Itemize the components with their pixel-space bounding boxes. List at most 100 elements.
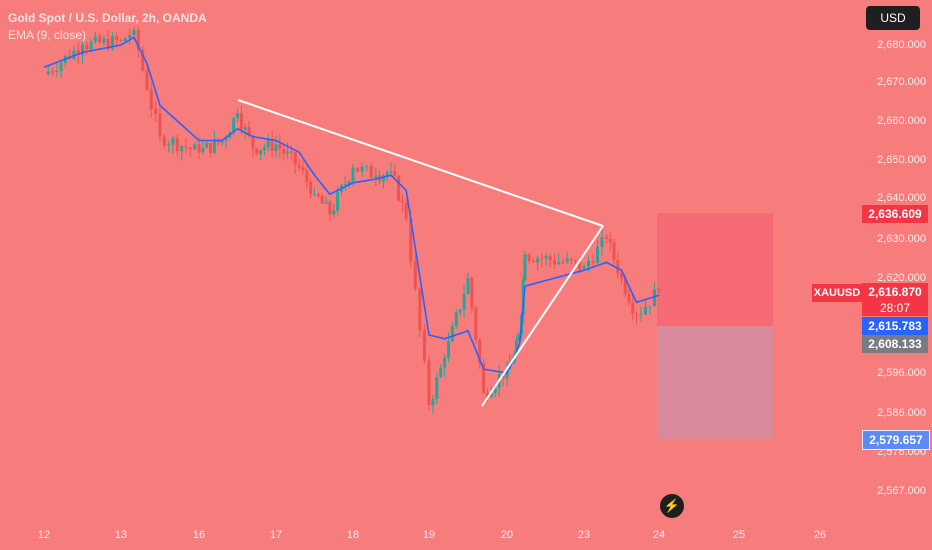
candle-body xyxy=(591,260,595,263)
candle-body xyxy=(251,136,255,149)
candle-body xyxy=(175,138,179,152)
candle-body xyxy=(76,50,80,55)
candle-body xyxy=(93,36,97,42)
candle-body xyxy=(531,260,535,263)
candle-body xyxy=(385,172,389,176)
candle-body xyxy=(51,71,55,73)
candle-body xyxy=(369,166,373,178)
time-axis-label: 24 xyxy=(652,529,666,541)
candle-body xyxy=(422,330,426,361)
candle-body xyxy=(523,254,527,281)
candle-body xyxy=(128,34,132,39)
candle-body xyxy=(239,113,243,130)
time-axis-label: 18 xyxy=(346,529,360,541)
candle-body xyxy=(381,175,385,182)
candle-body xyxy=(582,266,586,269)
candle-body xyxy=(115,36,119,41)
candle-body xyxy=(540,258,544,260)
candle-body xyxy=(544,256,548,259)
candle-body xyxy=(255,148,259,155)
candle-body xyxy=(220,140,224,143)
candle-body xyxy=(197,144,201,153)
candle-body xyxy=(458,309,462,313)
candle-body xyxy=(596,246,599,263)
price-axis-label: 2,640.000 xyxy=(877,192,926,204)
candle-body xyxy=(89,41,93,50)
candle-body xyxy=(644,306,647,315)
price-axis-label: 2,586.000 xyxy=(877,407,926,419)
candle-body xyxy=(578,260,582,269)
time-axis-label: 23 xyxy=(577,529,591,541)
candle-body xyxy=(454,312,458,327)
candle-body xyxy=(209,143,213,153)
candle-body xyxy=(443,357,447,368)
candle-body xyxy=(409,218,413,262)
price-axis-label: 2,630.000 xyxy=(877,233,926,245)
candle-body xyxy=(447,341,450,358)
candle-body xyxy=(59,62,63,71)
candle-body xyxy=(270,139,274,151)
candle-body xyxy=(474,308,478,340)
candle-body xyxy=(324,201,328,204)
time-axis-label: 13 xyxy=(114,529,128,541)
candle-body xyxy=(627,293,631,303)
candle-body xyxy=(435,377,439,400)
candle-body xyxy=(162,136,166,146)
target-zone xyxy=(657,213,773,326)
time-axis-label: 25 xyxy=(732,529,746,541)
candle-body xyxy=(293,152,297,165)
candle-body xyxy=(565,258,569,263)
price-axis-label: 2,620.000 xyxy=(877,272,926,284)
candle-body xyxy=(106,38,110,49)
candle-body xyxy=(259,150,263,155)
candle-body xyxy=(527,254,531,261)
candle-body xyxy=(639,314,643,316)
candle-body xyxy=(620,273,623,278)
ema-price-tag: 2,615.783 xyxy=(862,317,928,335)
candle-body xyxy=(145,70,149,90)
currency-button[interactable]: USD xyxy=(866,6,920,30)
candle-body xyxy=(171,138,175,145)
candle-body xyxy=(462,294,466,310)
candle-body xyxy=(612,242,616,260)
candle-body xyxy=(286,151,290,154)
candle-body xyxy=(158,113,162,137)
time-axis-label: 17 xyxy=(269,529,283,541)
candle-body xyxy=(343,184,347,186)
chart-legend: Gold Spot / U.S. Dollar, 2h, OANDA EMA (… xyxy=(8,10,207,44)
price-axis-label: 2,567.000 xyxy=(877,485,926,497)
candle-body xyxy=(605,237,608,239)
candle-body xyxy=(561,261,565,263)
candle-body xyxy=(631,302,635,314)
candle-body xyxy=(119,40,123,42)
price-axis-label: 2,670.000 xyxy=(877,76,926,88)
candle-body xyxy=(648,306,652,308)
stop-price-tag: 2,579.657 xyxy=(862,430,930,450)
candle-body xyxy=(224,137,228,141)
time-axis-label: 19 xyxy=(422,529,436,541)
price-axis-label: 2,660.000 xyxy=(877,115,926,127)
candle-body xyxy=(320,196,324,204)
candle-body xyxy=(154,108,158,114)
candle-body xyxy=(205,143,209,148)
candle-body xyxy=(653,289,656,307)
candle-body xyxy=(478,339,482,364)
candle-body xyxy=(266,139,270,148)
candle-body xyxy=(600,237,604,247)
candle-body xyxy=(427,360,431,405)
candle-body xyxy=(493,387,497,393)
candle-body xyxy=(247,127,251,137)
stop-zone xyxy=(657,326,773,439)
candle-body xyxy=(516,338,520,341)
bolt-icon[interactable]: ⚡ xyxy=(660,494,684,518)
candle-body xyxy=(397,176,401,201)
candle-body xyxy=(356,167,360,172)
candle-body xyxy=(149,89,153,109)
time-axis-label: 16 xyxy=(192,529,206,541)
candle-body xyxy=(212,139,216,153)
candle-body xyxy=(439,367,443,378)
candle-body xyxy=(167,144,171,146)
candle-body xyxy=(301,167,305,171)
candle-body xyxy=(278,144,282,149)
